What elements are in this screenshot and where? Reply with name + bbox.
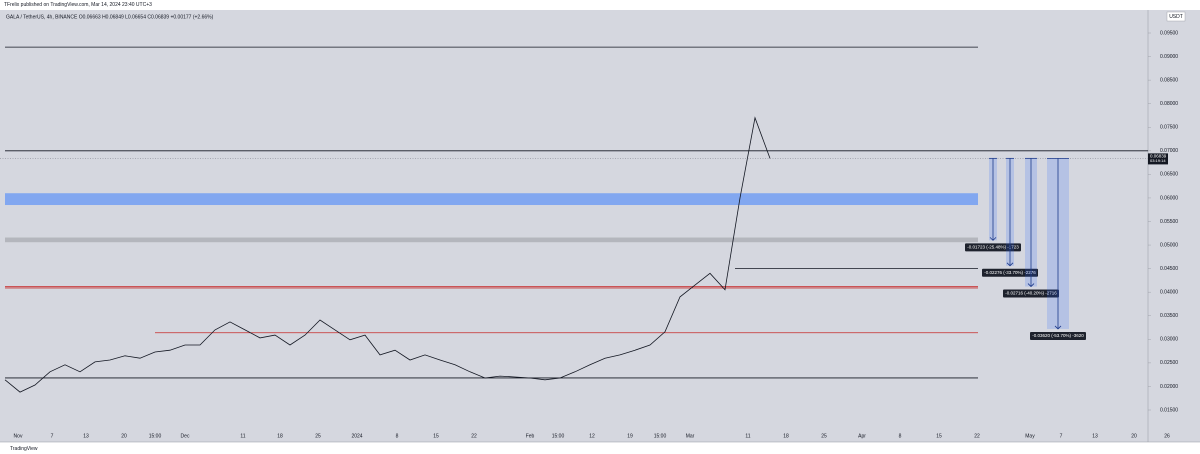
x-tick-label: Nov — [14, 433, 23, 439]
x-tick-label: Apr — [858, 433, 866, 439]
price-line — [4, 116, 771, 393]
footer-brand: TradingView — [10, 446, 38, 452]
y-tick-label: 0.01500 — [1160, 407, 1178, 413]
last-price-label: 0.06839 — [1150, 154, 1167, 159]
x-tick-label: 18 — [783, 433, 789, 439]
y-tick-label: 0.04500 — [1160, 266, 1178, 272]
x-tick-label: 13 — [1092, 433, 1098, 439]
measure-label: -0.02276 (-33.70%) -2276 — [984, 270, 1036, 275]
x-tick-label: Mar — [686, 433, 695, 439]
measure-label-bg — [1003, 289, 1059, 298]
x-tick-label: 26 — [1164, 433, 1170, 439]
symbol-title: GALA / TetherUS, 4h, BINANCE O0.06663 H0… — [6, 14, 214, 20]
currency: USDT — [1169, 14, 1183, 20]
x-tick-label: 8 — [396, 433, 399, 439]
x-tick-label: 19 — [627, 433, 633, 439]
y-tick-label: 0.07500 — [1160, 125, 1178, 131]
x-tick-label: 15 — [433, 433, 439, 439]
x-tick-label: 7 — [51, 433, 54, 439]
price-axis — [1148, 10, 1200, 442]
measure-arrowhead — [989, 237, 997, 241]
last-price-badge — [1148, 153, 1168, 165]
x-tick-label: 22 — [974, 433, 980, 439]
x-tick-label: 25 — [821, 433, 827, 439]
measure-label: -0.03620 (-53.70%) -3620 — [1032, 333, 1084, 338]
y-tick-label: 0.03000 — [1160, 337, 1178, 343]
currency-box — [1166, 11, 1186, 22]
y-tick-label: 0.05000 — [1160, 242, 1178, 248]
y-tick-label: 0.04000 — [1160, 290, 1178, 296]
x-tick-label: 15:00 — [654, 433, 667, 439]
x-tick-label: 2024 — [351, 433, 362, 439]
y-tick-label: 0.03500 — [1160, 313, 1178, 319]
measure-arrowhead — [1054, 325, 1062, 330]
y-tick-label: 0.09500 — [1160, 30, 1178, 36]
x-tick-label: 7 — [1060, 433, 1063, 439]
x-tick-label: 20 — [121, 433, 127, 439]
x-tick-label: 25 — [315, 433, 321, 439]
zone — [5, 193, 978, 206]
x-tick-label: 20 — [1131, 433, 1137, 439]
y-tick-label: 0.08000 — [1160, 101, 1178, 107]
x-tick-label: 8 — [899, 433, 902, 439]
y-tick-label: 0.06500 — [1160, 172, 1178, 178]
x-tick-label: 13 — [83, 433, 89, 439]
x-tick-label: 11 — [240, 433, 245, 439]
x-tick-label: 22 — [471, 433, 477, 439]
y-tick-label: 0.05500 — [1160, 219, 1178, 225]
x-tick-label: 11 — [745, 433, 750, 439]
plot-area — [0, 10, 1148, 442]
measure-label-bg — [1030, 331, 1086, 340]
zone — [5, 237, 978, 243]
measure-label: -0.02716 (-40.20%) -2716 — [1005, 291, 1057, 296]
y-tick-label: 0.02000 — [1160, 384, 1178, 390]
y-tick-label: 0.07000 — [1160, 148, 1178, 154]
y-tick-label: 0.09000 — [1160, 54, 1178, 60]
y-tick-label: 0.02500 — [1160, 360, 1178, 366]
footer-bar — [0, 443, 1200, 454]
measure-label-bg — [982, 268, 1038, 277]
x-tick-label: 15:00 — [149, 433, 162, 439]
x-tick-label: 15:00 — [552, 433, 565, 439]
measure-label-bg — [965, 243, 1021, 252]
publisher: TFrelix published on TradingView.com, Ma… — [4, 2, 152, 8]
x-tick-label: 15 — [936, 433, 942, 439]
measure-arrowhead — [1027, 283, 1035, 288]
x-tick-label: 18 — [277, 433, 283, 439]
countdown: 03:19:14 — [1150, 158, 1166, 163]
measure-label: -0.01723 (-25.48%) -1723 — [967, 245, 1019, 250]
x-tick-label: Feb — [526, 433, 535, 439]
y-tick-label: 0.08500 — [1160, 77, 1178, 83]
x-tick-label: May — [1025, 433, 1035, 439]
y-tick-label: 0.06000 — [1160, 195, 1178, 201]
x-tick-label: 12 — [589, 433, 595, 439]
measure-arrowhead — [1006, 262, 1014, 267]
x-tick-label: Dec — [181, 433, 190, 439]
